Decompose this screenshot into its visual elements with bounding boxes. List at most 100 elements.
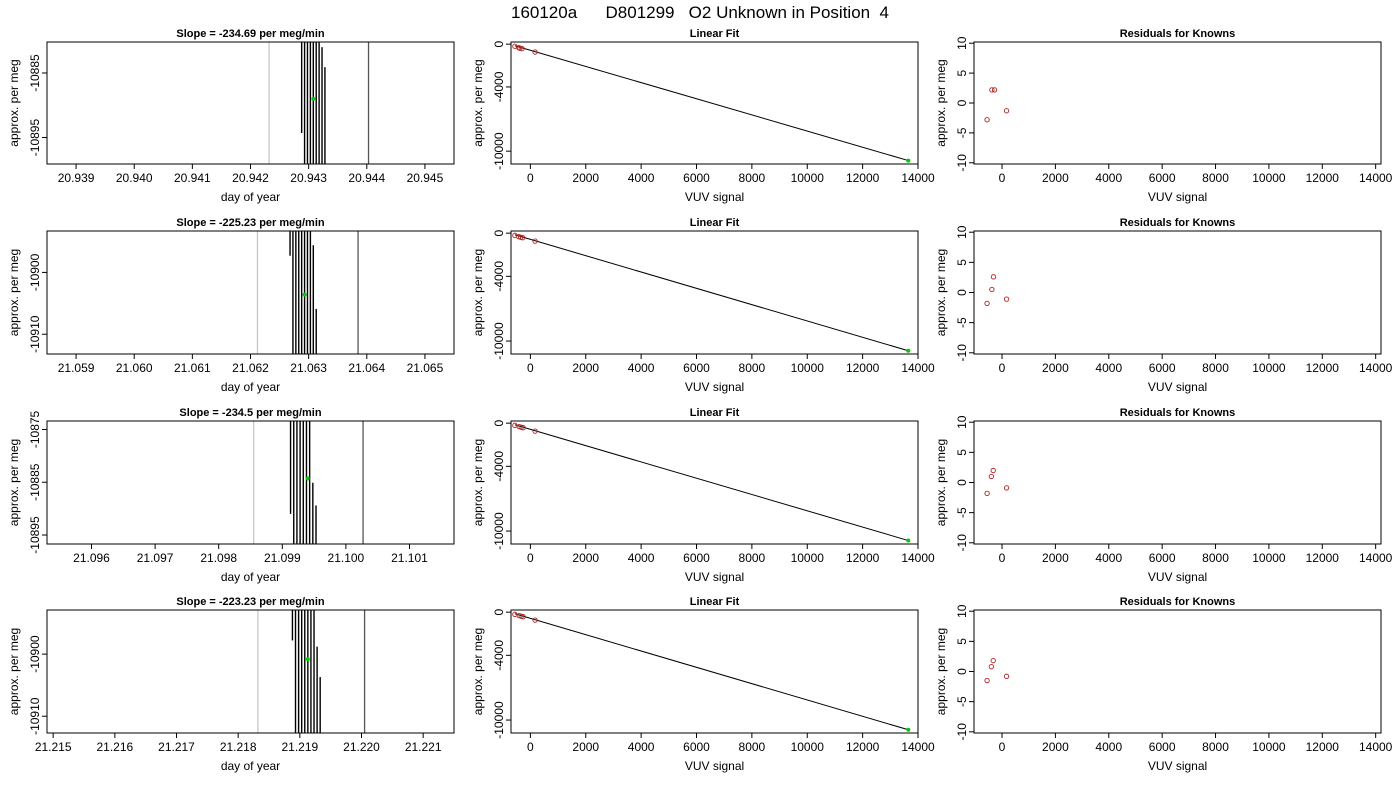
x-tick-label: 6000: [1149, 361, 1176, 375]
x-tick-label: 6000: [683, 551, 710, 565]
x-tick-label: 8000: [739, 361, 766, 375]
x-axis-label: day of year: [221, 380, 280, 394]
chart-title: Residuals for Knowns: [1120, 407, 1236, 419]
y-tick-label: -10900: [28, 635, 42, 673]
y-tick-label: 10: [955, 36, 969, 50]
fit-line: [514, 234, 909, 352]
x-tick-label: 2000: [1042, 361, 1069, 375]
y-tick-label: -4000: [492, 261, 506, 292]
x-tick-label: 0: [527, 361, 534, 375]
y-tick-label: -10910: [28, 315, 42, 353]
x-axis-label: day of year: [221, 190, 280, 204]
plot-frame: [46, 420, 455, 545]
x-tick-label: 20.945: [407, 171, 444, 185]
plot-frame: [46, 230, 455, 355]
y-tick-label: -5: [955, 507, 969, 518]
residual-point: [989, 87, 995, 93]
chart-title: Slope = -234.5 per meg/min: [179, 407, 321, 419]
plot-frame: [973, 609, 1382, 734]
chart-title: Slope = -234.69 per meg/min: [176, 28, 325, 40]
x-tick-label: 21.065: [407, 361, 444, 375]
y-tick-label: -10000: [492, 322, 506, 360]
residual-point: [990, 467, 996, 474]
x-axis-label: VUV signal: [1148, 759, 1207, 773]
data-point: [519, 235, 526, 241]
residual-point: [1003, 485, 1010, 491]
x-tick-label: 21.219: [281, 740, 318, 754]
y-tick-label: -5: [955, 696, 969, 707]
data-point: [532, 428, 538, 434]
x-tick-label: 2000: [572, 551, 599, 565]
unknown-marker: [305, 476, 310, 481]
data-point: [532, 49, 538, 55]
x-tick-label: 8000: [1202, 171, 1229, 185]
unknown-point: [906, 727, 911, 732]
x-tick-label: 12000: [846, 361, 880, 375]
x-tick-label: 21.098: [200, 551, 237, 565]
x-tick-label: 8000: [739, 171, 766, 185]
x-tick-label: 6000: [683, 361, 710, 375]
y-axis-label: approx. per meg: [7, 628, 21, 715]
y-tick-label: 0: [955, 668, 969, 675]
x-tick-label: 4000: [628, 551, 655, 565]
y-tick-label: -10895: [28, 516, 42, 554]
y-tick-label: -10885: [28, 54, 42, 92]
x-tick-label: 14000: [901, 551, 935, 565]
y-tick-label: 5: [955, 638, 969, 645]
x-tick-label: 8000: [739, 551, 766, 565]
x-tick-label: 6000: [683, 740, 710, 754]
x-tick-label: 12000: [846, 171, 880, 185]
y-axis-label: approx. per meg: [471, 628, 485, 715]
x-tick-label: 12000: [1306, 171, 1340, 185]
data-point: [520, 425, 526, 431]
chart-title: Slope = -225.23 per meg/min: [176, 217, 325, 229]
x-tick-label: 2000: [572, 171, 599, 185]
y-tick-label: 0: [955, 289, 969, 296]
fit-line: [514, 45, 909, 162]
x-tick-label: 6000: [683, 171, 710, 185]
chart-title: Slope = -223.23 per meg/min: [176, 596, 325, 608]
unknown-marker: [305, 657, 310, 662]
chart-time-2: Slope = -234.5 per meg/min 21.096 21.097 21…: [7, 407, 455, 584]
y-tick-label: -4000: [492, 71, 506, 102]
x-tick-label: 21.097: [137, 551, 174, 565]
x-tick-label: 4000: [628, 361, 655, 375]
y-tick-label: 0: [492, 609, 506, 616]
x-tick-label: 21.060: [116, 361, 153, 375]
x-tick-label: 12000: [1306, 740, 1340, 754]
y-tick-label: -10000: [492, 132, 506, 170]
y-tick-label: 10: [955, 225, 969, 239]
x-tick-label: 8000: [1202, 740, 1229, 754]
residual-point: [990, 274, 997, 280]
chart-title: Linear Fit: [690, 28, 740, 40]
x-tick-label: 20.942: [232, 171, 269, 185]
y-axis-label: approx. per meg: [7, 439, 21, 526]
chart-title: Residuals for Knowns: [1120, 28, 1236, 40]
x-tick-label: 20.943: [290, 171, 327, 185]
x-tick-label: 10000: [791, 551, 825, 565]
x-axis-label: VUV signal: [1148, 190, 1207, 204]
plot-frame: [973, 41, 1382, 165]
x-tick-label: 10000: [791, 171, 825, 185]
unknown-point: [906, 348, 911, 353]
y-axis-label: approx. per meg: [934, 59, 948, 146]
plot-frame: [46, 609, 455, 734]
x-tick-label: 14000: [1359, 361, 1393, 375]
y-axis-label: approx. per meg: [934, 249, 948, 336]
x-tick-label: 10000: [1252, 171, 1286, 185]
x-tick-label: 21.220: [343, 740, 380, 754]
x-tick-label: 4000: [1095, 361, 1122, 375]
residual-point: [988, 664, 994, 670]
y-tick-label: -10000: [492, 701, 506, 739]
x-tick-label: 20.940: [116, 171, 153, 185]
y-tick-label: -5: [955, 317, 969, 328]
x-axis-label: VUV signal: [685, 570, 744, 584]
residual-point: [988, 473, 994, 480]
x-axis-label: day of year: [221, 759, 280, 773]
y-axis-label: approx. per meg: [471, 439, 485, 526]
y-tick-label: -10: [955, 534, 969, 552]
y-tick-label: 0: [492, 420, 506, 427]
y-axis-label: approx. per meg: [934, 439, 948, 526]
